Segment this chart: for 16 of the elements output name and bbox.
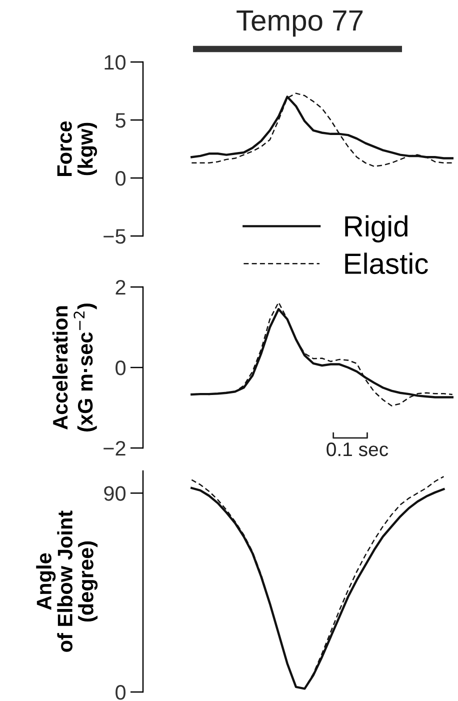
chart-title: Tempo 77 <box>236 10 363 37</box>
legend-label: Rigid <box>345 215 408 242</box>
y-tick-label: 10 <box>104 55 126 70</box>
y-tick-label: 0 <box>116 171 126 186</box>
y-tick-label: 0 <box>116 685 126 700</box>
annotation: 0.1 sec <box>326 442 388 456</box>
y-axis-title: Acceleration (xG m·sec$^{−2}$) <box>52 304 97 432</box>
y-axis-title: Force (kgw) <box>57 121 98 176</box>
y-axis-title: Angle of Elbow Joint (degree) <box>36 510 98 652</box>
y-tick-label: 5 <box>116 113 126 128</box>
y-tick-label: −5 <box>104 229 126 244</box>
y-tick-label: 2 <box>116 280 126 295</box>
y-tick-label: −2 <box>104 441 126 456</box>
y-tick-label: 90 <box>104 486 126 501</box>
y-tick-label: 0 <box>116 360 126 376</box>
legend-label: Elastic <box>345 252 428 274</box>
